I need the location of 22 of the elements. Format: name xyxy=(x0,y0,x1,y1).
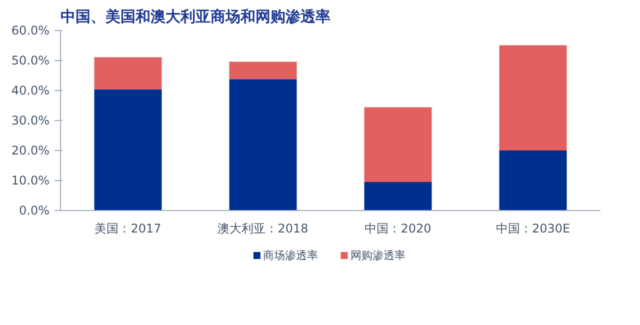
y-tick-label: 50.0% xyxy=(11,54,50,68)
y-tick-label: 60.0% xyxy=(11,24,50,38)
bar xyxy=(229,62,297,80)
legend-label: 商场渗透率 xyxy=(263,249,318,262)
y-tick-label: 20.0% xyxy=(11,144,50,158)
bar xyxy=(229,79,297,210)
bar xyxy=(499,150,567,210)
x-tick-label: 澳大利亚：2018 xyxy=(218,222,308,236)
y-tick-label: 10.0% xyxy=(11,174,50,188)
y-tick-label: 0.0% xyxy=(19,204,50,218)
bar xyxy=(94,89,162,210)
bar xyxy=(364,182,432,210)
bar xyxy=(94,57,162,90)
x-tick-label: 中国：2020 xyxy=(364,222,432,236)
y-tick-label: 30.0% xyxy=(11,114,50,128)
chart-title: 中国、美国和澳大利亚商场和网购渗透率 xyxy=(60,8,330,26)
y-tick-label: 40.0% xyxy=(11,84,50,98)
bar xyxy=(499,45,567,150)
bar xyxy=(364,107,432,182)
x-tick-label: 美国：2017 xyxy=(94,222,162,236)
legend-label: 网购渗透率 xyxy=(350,249,406,262)
x-tick-label: 中国：2030E xyxy=(496,222,570,236)
